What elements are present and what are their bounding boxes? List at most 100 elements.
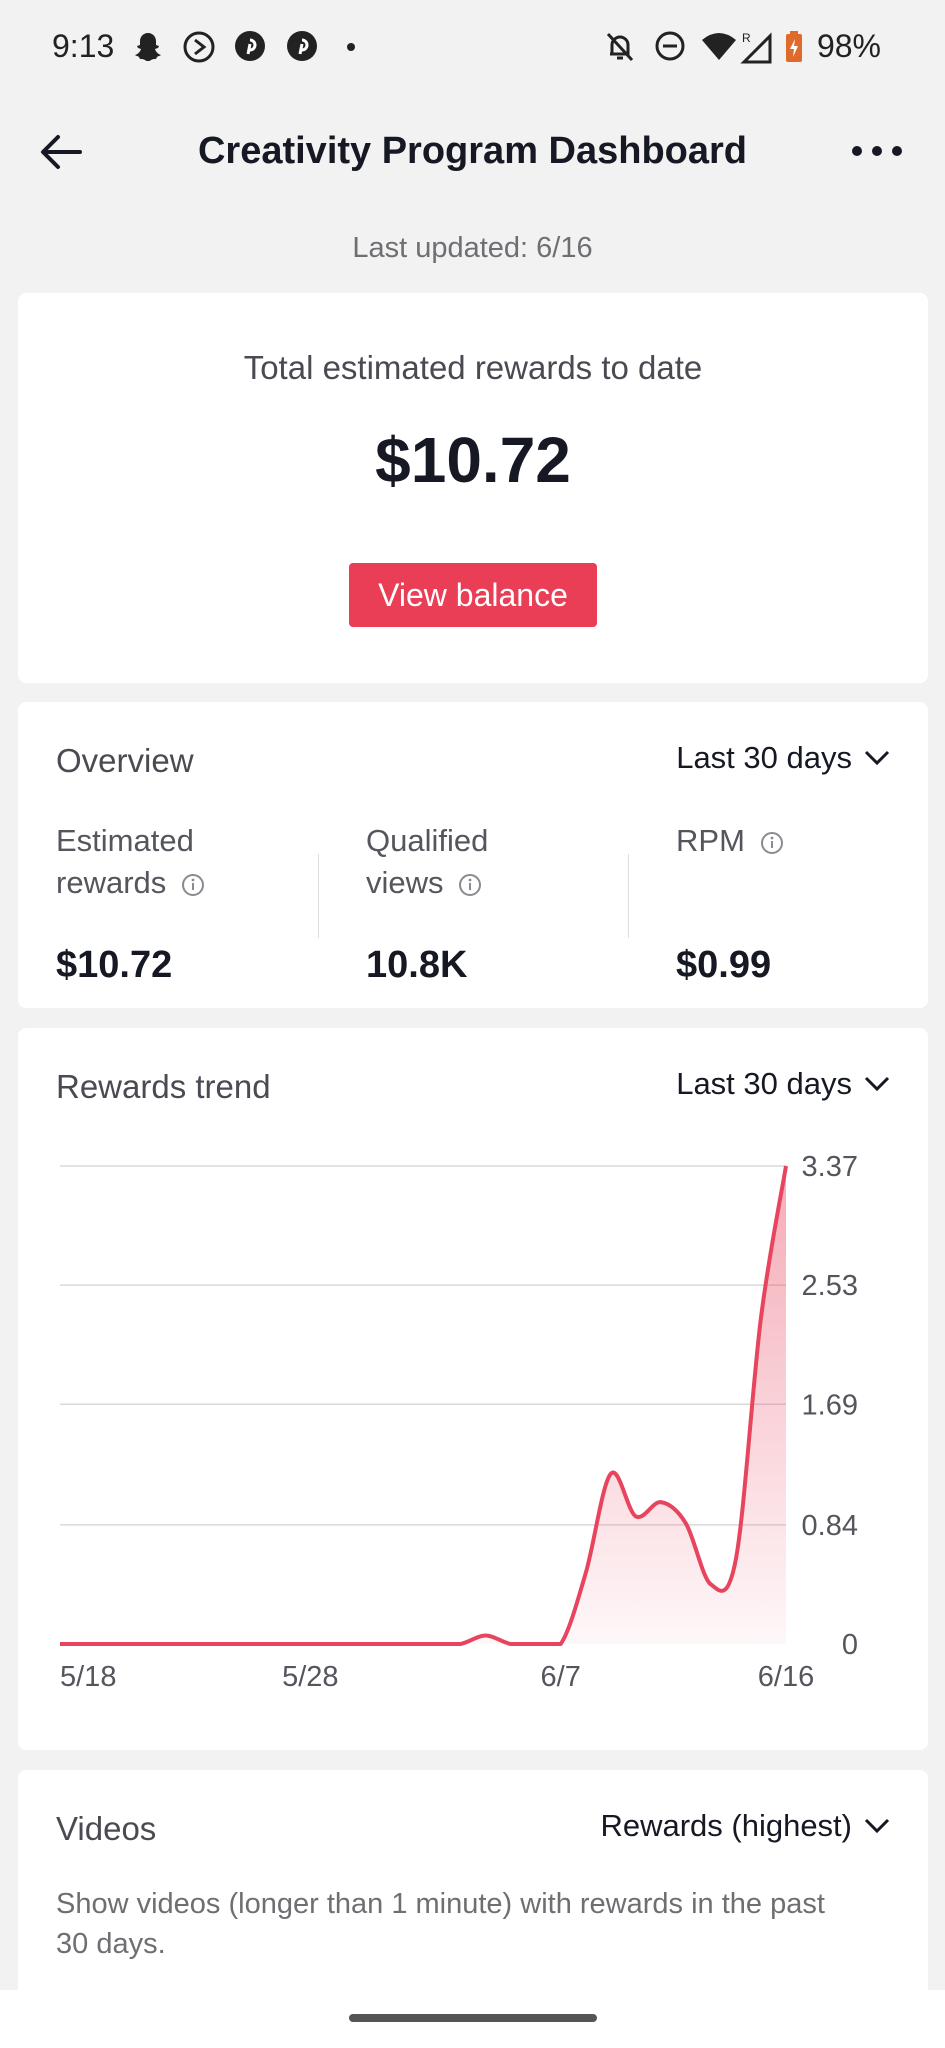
chart-data-point <box>784 1164 788 1168</box>
chart-data-point <box>83 1642 87 1646</box>
wifi-icon <box>702 33 736 60</box>
overview-heading: Overview <box>56 742 194 779</box>
metric-label: Estimated rewards <box>56 820 306 904</box>
info-icon[interactable] <box>458 873 482 897</box>
chevron-down-icon <box>864 750 890 766</box>
chart-data-point <box>609 1472 613 1476</box>
metric-estimated-rewards: Estimated rewards $10.72 <box>56 820 306 986</box>
trend-period-label: Last 30 days <box>676 1066 852 1101</box>
chart-area-fill <box>60 1166 786 1644</box>
do-not-disturb-icon <box>655 31 685 61</box>
view-balance-button[interactable]: View balance <box>349 563 597 627</box>
metric-label-line: rewards <box>56 865 167 900</box>
chart-data-point <box>333 1642 337 1646</box>
chart-data-point <box>459 1642 463 1646</box>
rewards-trend-heading: Rewards trend <box>56 1068 271 1105</box>
chart-data-point <box>358 1642 362 1646</box>
chart-data-point <box>258 1642 262 1646</box>
chevron-down-icon <box>864 1818 890 1834</box>
metric-label-line: RPM <box>676 823 745 858</box>
chart-data-point <box>584 1571 588 1575</box>
chart-data-point <box>559 1642 563 1646</box>
rewards-trend-chart: 3.37 2.53 1.69 0.84 0 5/18 5/28 6/7 6/16 <box>58 1151 858 1693</box>
metric-rpm: RPM $0.99 <box>676 820 926 986</box>
chart-data-point <box>509 1642 513 1646</box>
media-play-icon <box>183 31 215 63</box>
page-title: Creativity Program Dashboard <box>197 130 748 172</box>
svg-text:R: R <box>742 31 751 45</box>
home-indicator[interactable] <box>349 2014 597 2022</box>
y-tick-label: 3.37 <box>802 1151 858 1183</box>
total-rewards-label: Total estimated rewards to date <box>243 349 703 386</box>
metric-divider <box>318 854 319 938</box>
header: Creativity Program Dashboard <box>0 96 945 214</box>
trend-period-select[interactable]: Last 30 days <box>676 1066 890 1102</box>
chart-data-point <box>108 1642 112 1646</box>
chart-data-point <box>208 1642 212 1646</box>
battery-icon <box>786 31 802 62</box>
metric-value: $0.99 <box>676 944 772 986</box>
battery-percent: 98% <box>816 28 881 64</box>
chart-data-point <box>383 1642 387 1646</box>
metric-label: RPM <box>676 820 926 862</box>
chart-data-point <box>408 1642 412 1646</box>
back-arrow-icon[interactable] <box>36 126 88 178</box>
bell-off-icon <box>606 32 634 62</box>
total-rewards-value: $10.72 <box>375 424 571 496</box>
videos-heading: Videos <box>56 1810 157 1847</box>
y-tick-label: 2.53 <box>802 1270 858 1302</box>
last-updated-text: Last updated: 6/16 <box>352 232 593 264</box>
chart-data-point <box>684 1521 688 1525</box>
chart-data-point <box>133 1642 137 1646</box>
more-options-icon[interactable] <box>849 134 905 168</box>
metric-value: $10.72 <box>56 944 173 986</box>
x-tick-label: 6/16 <box>758 1661 814 1693</box>
chart-data-point <box>283 1642 287 1646</box>
signal-roaming-icon: R <box>740 31 772 64</box>
info-icon[interactable] <box>181 873 205 897</box>
chart-data-point <box>759 1316 763 1320</box>
videos-sort-label: Rewards (highest) <box>600 1808 852 1843</box>
overview-period-label: Last 30 days <box>676 740 852 775</box>
pinterest-icon <box>235 31 265 61</box>
metric-label-line: views <box>366 865 444 900</box>
rewards-trend-card: Rewards trend Last 30 days 3.37 2.53 1.69 0… <box>18 1028 928 1750</box>
info-icon[interactable] <box>760 831 784 855</box>
chart-data-point <box>183 1642 187 1646</box>
y-tick-label: 0.84 <box>802 1510 858 1542</box>
metric-label: Qualified views <box>366 820 616 904</box>
chart-data-point <box>308 1642 312 1646</box>
y-tick-label: 0 <box>842 1629 858 1661</box>
chevron-down-icon <box>864 1076 890 1092</box>
chart-data-point <box>634 1514 638 1518</box>
videos-description: Show videos (longer than 1 minute) with … <box>56 1888 825 1960</box>
x-tick-label: 6/7 <box>541 1661 581 1693</box>
metric-label-line: Qualified <box>366 823 489 858</box>
y-tick-label: 1.69 <box>802 1389 858 1421</box>
x-tick-label: 5/28 <box>282 1661 338 1693</box>
chart-data-point <box>158 1642 162 1646</box>
pinterest-icon <box>287 31 317 61</box>
total-rewards-card: Total estimated rewards to date $10.72 V… <box>18 293 928 683</box>
chart-data-point <box>734 1557 738 1561</box>
chart-series-line <box>59 1165 788 1646</box>
status-bar: 9:13 R 98% <box>0 0 945 96</box>
chart-data-point <box>709 1582 713 1586</box>
overview-card: Overview Last 30 days Estimated rewards … <box>18 702 928 1008</box>
metric-qualified-views: Qualified views 10.8K <box>366 820 616 986</box>
chart-data-point <box>659 1500 663 1504</box>
snapchat-icon <box>135 33 161 61</box>
chart-data-point <box>434 1642 438 1646</box>
dot-icon <box>347 43 355 51</box>
status-time: 9:13 <box>52 28 115 64</box>
metric-value: 10.8K <box>366 944 468 986</box>
overview-period-select[interactable]: Last 30 days <box>676 740 890 776</box>
metric-divider <box>628 854 629 938</box>
chart-data-point <box>534 1642 538 1646</box>
chart-data-point <box>58 1642 62 1646</box>
x-tick-label: 5/18 <box>60 1661 116 1693</box>
videos-sort-select[interactable]: Rewards (highest) <box>600 1808 890 1844</box>
chart-data-point <box>484 1633 488 1637</box>
metric-label-line: Estimated <box>56 823 194 858</box>
chart-data-point <box>233 1642 237 1646</box>
